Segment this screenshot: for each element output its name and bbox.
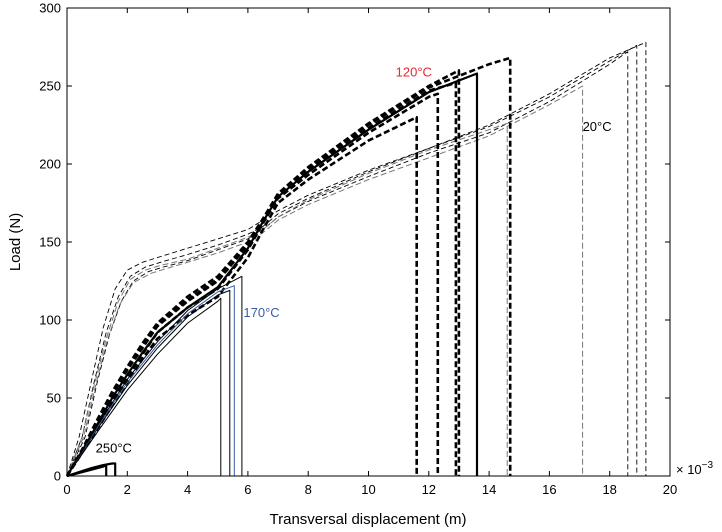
x-tick-label: 14: [482, 482, 496, 497]
x-tick-label: 8: [305, 482, 312, 497]
x-tick-label: 20: [663, 482, 677, 497]
x-tick-label: 4: [184, 482, 191, 497]
x-tick-label: 12: [422, 482, 436, 497]
series-line-120c-10: [65, 56, 512, 477]
y-tick-label: 50: [47, 391, 61, 406]
series-layer: [65, 41, 647, 478]
x-tick-label: 16: [542, 482, 556, 497]
series-line-20c-5: [66, 122, 508, 477]
series-line-170c-12: [66, 297, 222, 477]
x-tick-label: 0: [63, 482, 70, 497]
x-tick-label: 2: [124, 482, 131, 497]
x-multiplier-base: × 10: [676, 462, 702, 477]
series-line-20c-3: [66, 51, 629, 477]
series-line-20c-2: [66, 44, 638, 477]
x-tick-label: 10: [361, 482, 375, 497]
annotation-250c: 250°C: [96, 441, 132, 456]
annotation-170c: 170°C: [243, 305, 279, 320]
y-tick-label: 250: [39, 79, 61, 94]
y-tick-label: 300: [39, 1, 61, 16]
y-tick-label: 0: [54, 469, 61, 484]
annotation-20c: 20°C: [583, 119, 612, 134]
y-tick-label: 100: [39, 313, 61, 328]
x-multiplier: × 10−3: [676, 460, 714, 477]
x-multiplier-exponent: −3: [702, 460, 714, 471]
annotations-layer: 120°C 20°C 170°C 250°C: [96, 65, 612, 456]
series-line-20c-4: [66, 85, 584, 477]
series-line-20c-1: [66, 41, 647, 477]
annotation-120c: 120°C: [396, 65, 432, 80]
x-tick-label: 18: [602, 482, 616, 497]
y-axis-label: Load (N): [7, 213, 24, 271]
series-line-250c-17: [66, 462, 117, 478]
y-tick-label: 150: [39, 235, 61, 250]
series-line-170c-14: [66, 285, 235, 477]
series-line-120c-11: [66, 72, 479, 477]
series-line-170c-13: [66, 289, 231, 477]
y-tick-label: 200: [39, 157, 61, 172]
x-tick-label: 6: [244, 482, 251, 497]
series-line-170c-15: [66, 275, 243, 477]
x-axis-label: Transversal displacement (m): [270, 511, 467, 528]
